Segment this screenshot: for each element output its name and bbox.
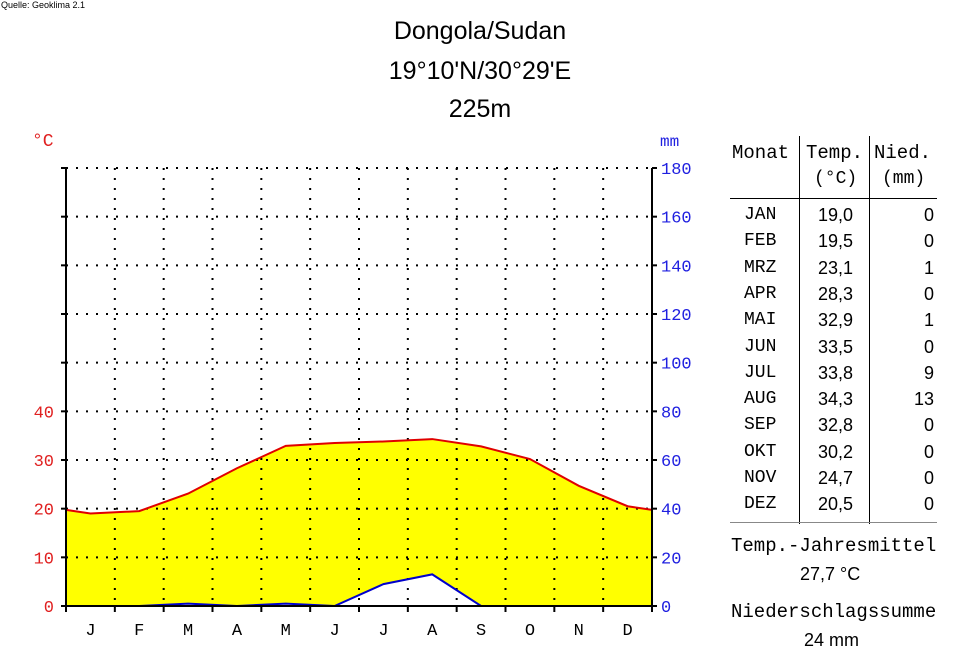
table-header-precip-unit: (mm) bbox=[882, 169, 926, 189]
annual-temp-value: 27,7 °C bbox=[800, 564, 861, 584]
table-header-temp: Temp. bbox=[806, 142, 864, 164]
table-cell-month: APR bbox=[744, 283, 777, 304]
right-tick-label: 100 bbox=[661, 356, 692, 375]
month-label: A bbox=[232, 622, 243, 641]
table-cell-temp: 19,5 bbox=[817, 231, 854, 252]
right-tick-label: 80 bbox=[661, 404, 681, 423]
right-tick-label: 20 bbox=[661, 550, 681, 569]
table-cell-temp: 33,5 bbox=[817, 336, 854, 357]
table-cell-temp: 20,5 bbox=[817, 494, 854, 515]
month-label: A bbox=[427, 622, 438, 641]
temperature-line bbox=[65, 438, 653, 515]
table-cell-temp: 32,8 bbox=[817, 415, 854, 436]
table-cell-temp: 23,1 bbox=[817, 257, 854, 278]
chart-title-elevation: 225m bbox=[448, 95, 512, 123]
table-divider bbox=[799, 136, 800, 524]
table-cell-temp: 30,2 bbox=[817, 441, 854, 462]
chart-title-coordinates: 19°10'N/30°29'E bbox=[388, 57, 572, 85]
table-cell-precip: 0 bbox=[923, 283, 934, 304]
axes bbox=[61, 167, 657, 612]
month-label: J bbox=[85, 622, 95, 641]
table-cell-month: NOV bbox=[744, 468, 777, 488]
table-header-precip: Nied. bbox=[874, 142, 932, 164]
table-cell-temp: 19,0 bbox=[817, 205, 854, 225]
month-label: M bbox=[281, 622, 291, 641]
left-tick-label: 20 bbox=[34, 502, 54, 521]
month-label: O bbox=[525, 622, 535, 641]
table-cell-precip: 13 bbox=[913, 389, 934, 410]
table-cell-precip: 0 bbox=[923, 336, 934, 357]
right-unit-label: mm bbox=[660, 133, 679, 151]
table-cell-temp: 33,8 bbox=[817, 362, 854, 383]
table-cell-temp: 28,3 bbox=[817, 283, 854, 304]
right-tick-label: 140 bbox=[661, 258, 692, 277]
table-cell-temp: 24,7 bbox=[817, 468, 854, 488]
table-cell-month: MRZ bbox=[744, 257, 777, 278]
table-cell-precip: 0 bbox=[923, 494, 934, 515]
month-label: D bbox=[622, 622, 632, 641]
right-tick-label: 0 bbox=[661, 599, 671, 618]
table-cell-month: OKT bbox=[744, 441, 777, 462]
table-cell-precip: 1 bbox=[923, 257, 934, 278]
table-cell-month: JAN bbox=[744, 205, 777, 225]
month-label: N bbox=[574, 622, 584, 641]
month-label: J bbox=[378, 622, 388, 641]
month-label: F bbox=[134, 622, 144, 641]
table-cell-precip: 0 bbox=[923, 468, 934, 488]
table-cell-precip: 0 bbox=[923, 231, 934, 252]
arid-area bbox=[66, 439, 652, 606]
left-tick-label: 40 bbox=[34, 404, 54, 423]
source-note: Quelle: Geoklima 2.1 bbox=[1, 0, 86, 10]
table-cell-month: DEZ bbox=[744, 494, 777, 515]
table-header-temp-unit: (°C) bbox=[814, 169, 858, 189]
table-cell-temp: 32,9 bbox=[817, 310, 854, 331]
table-cell-precip: 0 bbox=[923, 205, 934, 225]
month-label: J bbox=[329, 622, 339, 641]
table-header-rule bbox=[730, 198, 937, 199]
table-cell-precip: 0 bbox=[923, 415, 934, 436]
annual-precip-value: 24 mm bbox=[804, 630, 860, 650]
month-label: M bbox=[183, 622, 193, 641]
left-unit-label: °C bbox=[32, 132, 54, 152]
table-cell-precip: 9 bbox=[923, 362, 934, 383]
table-cell-precip: 1 bbox=[923, 310, 934, 331]
table-divider bbox=[869, 136, 870, 524]
table-cell-month: SEP bbox=[744, 415, 777, 436]
annual-precip-label: Niederschlagssumme bbox=[731, 601, 937, 623]
right-tick-label: 180 bbox=[661, 161, 692, 180]
right-tick-label: 120 bbox=[661, 307, 692, 326]
month-label: S bbox=[476, 622, 486, 641]
axis-labels: °C mm 0 10 20 30 40 0 20 40 60 80 100 120 140 160 180 J F M… bbox=[32, 132, 692, 641]
table-cell-month: JUN bbox=[744, 336, 777, 357]
left-tick-label: 30 bbox=[34, 453, 54, 472]
table-cell-temp: 34,3 bbox=[817, 389, 854, 410]
table-cell-month: FEB bbox=[744, 231, 777, 252]
table-cell-month: MAI bbox=[744, 310, 777, 331]
chart-title-station: Dongola/Sudan bbox=[393, 17, 567, 45]
table-cell-month: AUG bbox=[744, 389, 777, 410]
left-tick-label: 0 bbox=[44, 599, 54, 618]
table-header-month: Monat bbox=[732, 142, 790, 164]
right-tick-label: 40 bbox=[661, 502, 681, 521]
right-tick-label: 60 bbox=[661, 453, 681, 472]
annual-temp-label: Temp.-Jahresmittel bbox=[731, 535, 937, 557]
left-tick-label: 10 bbox=[34, 550, 54, 569]
table-bottom-rule bbox=[730, 522, 937, 523]
table-cell-precip: 0 bbox=[923, 441, 934, 462]
right-tick-label: 160 bbox=[661, 210, 692, 229]
table-cell-month: JUL bbox=[744, 362, 777, 383]
